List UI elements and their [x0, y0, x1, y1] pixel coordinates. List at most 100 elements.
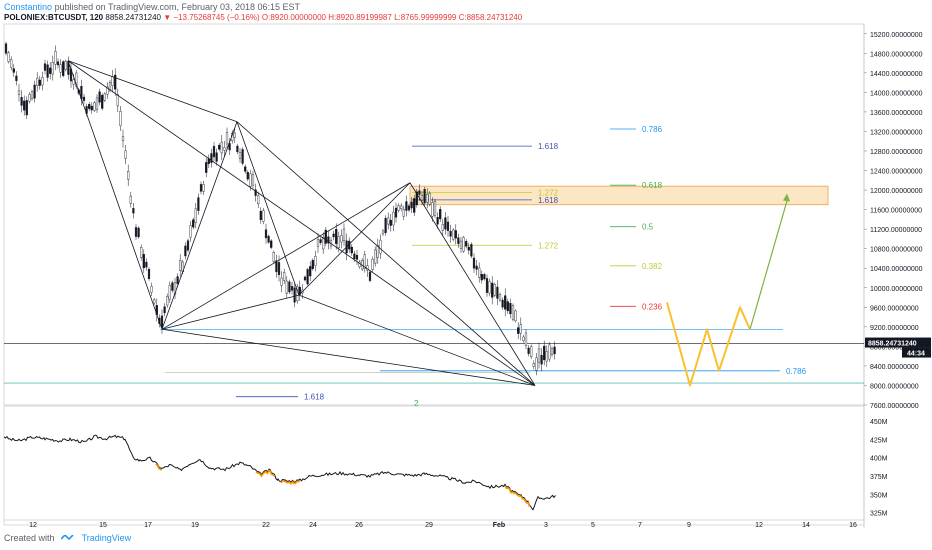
candle-body — [207, 158, 210, 164]
candle-body — [527, 347, 530, 354]
time-tick-label: 17 — [144, 522, 152, 529]
fib-label: 1.272 — [538, 189, 559, 198]
candle-body — [530, 346, 533, 358]
candle-body — [535, 357, 538, 371]
volume-line — [3, 434, 556, 511]
candle-body — [381, 230, 385, 235]
candle-body — [462, 237, 465, 252]
projection-path — [666, 193, 790, 387]
candle-body — [176, 276, 179, 284]
candle-body — [238, 152, 242, 159]
candle-body — [140, 246, 143, 259]
candle-body — [410, 201, 413, 209]
candle-body — [262, 210, 265, 222]
footer: Created with TradingView — [4, 533, 131, 543]
time-tick-label: 14 — [802, 522, 810, 529]
fib-target-box — [409, 185, 829, 206]
candle-body — [296, 286, 299, 302]
volume-tick-label: 425M — [870, 437, 888, 444]
harmonic-leg — [161, 182, 411, 330]
candle-body — [244, 166, 247, 172]
candle-body — [277, 262, 281, 275]
published-text: published on TradingView.com, February 0… — [54, 2, 301, 12]
candle-body — [444, 217, 447, 230]
candle-body — [478, 267, 481, 278]
candle-body — [322, 237, 325, 250]
candle-body — [119, 111, 122, 126]
candle-body — [98, 91, 101, 103]
created-with-text: Created with — [4, 533, 55, 543]
fib-label: 0.618 — [642, 181, 663, 190]
volume-tick-label: 375M — [870, 474, 888, 481]
candle-body — [264, 229, 268, 239]
candle-body — [220, 141, 223, 154]
candle-body — [392, 211, 395, 226]
symbol-label[interactable]: POLONIEX:BTCUSDT, 120 — [4, 13, 104, 22]
candle-body — [116, 94, 119, 107]
candle-body — [423, 189, 426, 204]
candle-body — [147, 268, 151, 279]
candle-body — [316, 239, 320, 247]
candle-body — [501, 299, 504, 308]
fib-label: 0.786 — [642, 125, 663, 134]
candle-body — [407, 205, 411, 211]
candle-body — [184, 245, 187, 257]
candle-body — [350, 246, 353, 254]
candle-body — [59, 64, 62, 73]
candle-body — [160, 315, 164, 328]
time-tick-label: 5 — [591, 522, 595, 529]
candle-body — [293, 287, 296, 303]
author-link[interactable]: Constantino — [4, 2, 53, 12]
candle-body — [270, 240, 273, 248]
candle-body — [475, 265, 478, 270]
candle-body — [524, 332, 528, 346]
candle-body — [7, 52, 10, 62]
candle-body — [129, 195, 132, 204]
candle-body — [439, 209, 442, 220]
symbol-info: POLONIEX:BTCUSDT, 120 8858.24731240 ▼ −1… — [4, 13, 522, 22]
time-tick-label: 3 — [544, 522, 548, 529]
fib-levels: 1.6180.7860.6181.2721.6180.51.2720.3820.… — [236, 125, 807, 408]
harmonic-leg — [67, 60, 163, 330]
tradingview-brand[interactable]: TradingView — [81, 533, 132, 543]
candle-body — [163, 306, 166, 314]
candle-body — [332, 233, 335, 238]
time-tick-label: Feb — [493, 522, 505, 529]
candle-body — [353, 253, 356, 259]
volume-highlight — [255, 469, 275, 478]
candle-body — [150, 286, 153, 293]
candle-body — [506, 301, 509, 312]
candle-body — [197, 197, 200, 211]
candle-body — [36, 77, 39, 86]
countdown-label: 44:34 — [907, 351, 925, 358]
candle-body — [428, 192, 431, 205]
harmonic-leg — [298, 294, 536, 386]
candle-body — [49, 67, 52, 74]
candle-body — [363, 254, 366, 269]
candle-body — [470, 244, 473, 257]
fib-label: 0.236 — [642, 302, 663, 311]
candle-body — [498, 294, 502, 301]
low-value: L:8765.99999999 — [394, 13, 457, 22]
time-axis[interactable]: 12 15 17 19 22 24 26 29 Feb 3 5 7 9 12 14 16 — [4, 519, 864, 529]
last-price-label: 8858.24731240 — [868, 341, 917, 348]
price-tick-label: 9600.00000000 — [870, 305, 919, 312]
candle-body — [327, 236, 330, 244]
candle-body — [30, 91, 34, 99]
candle-body — [553, 346, 556, 355]
harmonic-leg — [161, 328, 536, 386]
candle-body — [51, 61, 54, 75]
price-tick-label: 9200.00000000 — [870, 325, 919, 332]
candle-body — [319, 239, 322, 243]
candle-body — [54, 51, 57, 65]
price-axis[interactable]: 15200.00000000 14800.00000000 14400.000000… — [864, 32, 931, 410]
candle-body — [28, 94, 31, 102]
candle-body — [311, 260, 314, 269]
candle-body — [397, 205, 400, 211]
price-tick-label: 10000.00000000 — [870, 286, 923, 293]
candle-body — [426, 194, 429, 203]
candle-body — [114, 74, 117, 90]
candle-body — [335, 229, 338, 244]
candle-body — [514, 310, 517, 322]
